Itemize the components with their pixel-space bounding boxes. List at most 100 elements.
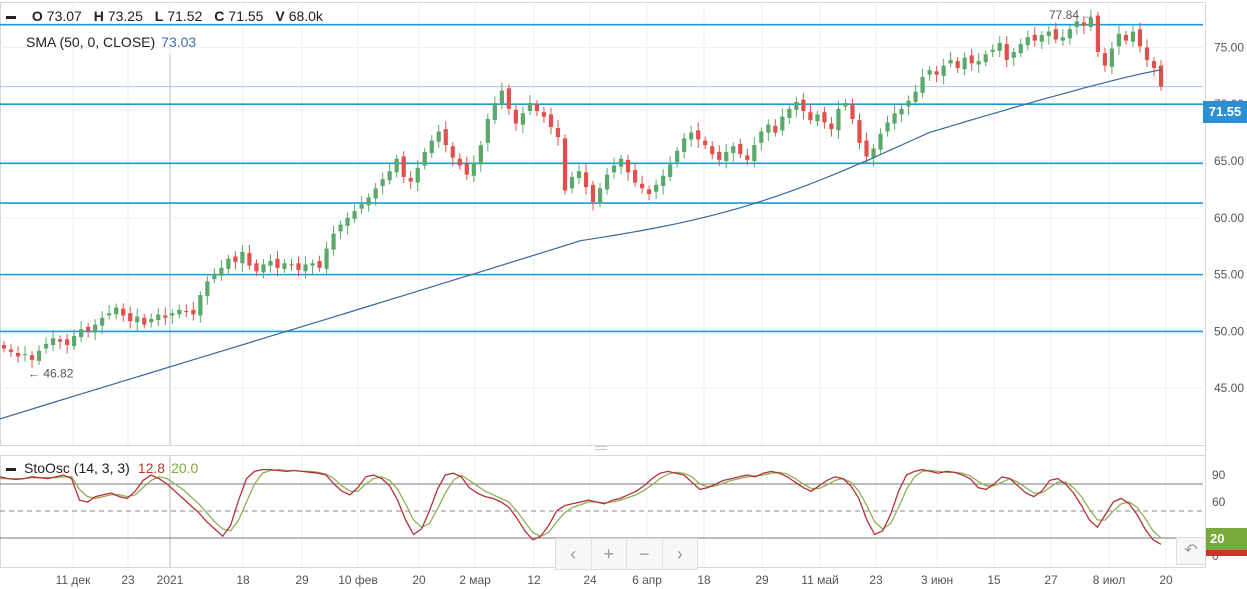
candle-body bbox=[506, 88, 511, 109]
candle-body bbox=[394, 158, 399, 173]
stoch-k-value: 12.8 bbox=[137, 460, 166, 476]
candle-body bbox=[745, 155, 750, 160]
zoom-in-button[interactable]: + bbox=[592, 539, 627, 569]
candle-body bbox=[415, 167, 420, 183]
candle-body bbox=[1053, 29, 1058, 40]
price-tick-label: 45.00 bbox=[1214, 381, 1244, 395]
candle-body bbox=[212, 274, 217, 280]
candle-body bbox=[86, 326, 91, 332]
candle-body bbox=[703, 140, 708, 146]
stoch-tick-label: 60 bbox=[1212, 495, 1226, 509]
sma-legend[interactable]: SMA (50, 0, CLOSE) 73.03 bbox=[26, 34, 196, 50]
candle-body bbox=[864, 140, 869, 157]
candle-body bbox=[576, 171, 582, 179]
candle-body bbox=[128, 313, 133, 322]
price-tick-label: 75.00 bbox=[1214, 40, 1244, 54]
x-tick-label: 18 bbox=[236, 573, 250, 587]
horizontal-levels bbox=[0, 23, 1203, 333]
candle-body bbox=[906, 100, 911, 107]
stoch-k-line bbox=[0, 468, 1162, 545]
price-tick-label: 65.00 bbox=[1214, 154, 1244, 168]
reset-icon[interactable]: ↶ bbox=[1176, 537, 1206, 565]
close-value: 71.55 bbox=[228, 8, 264, 24]
candle-body bbox=[1088, 17, 1093, 27]
candle-body bbox=[499, 90, 504, 105]
candle-body bbox=[233, 256, 238, 263]
price-tick-label: 50.00 bbox=[1214, 324, 1244, 338]
pane-splitter-handle[interactable] bbox=[595, 446, 607, 453]
candle-body bbox=[682, 138, 687, 152]
low-value: 71.52 bbox=[167, 8, 203, 24]
candle-body bbox=[198, 295, 203, 316]
candle-body bbox=[485, 118, 490, 143]
x-tick-label: 11 дек bbox=[56, 573, 91, 587]
candle-body bbox=[654, 184, 659, 192]
candle-body bbox=[296, 263, 301, 271]
x-tick-label: 10 фев bbox=[338, 573, 378, 587]
candle-body bbox=[492, 103, 497, 121]
candle-body bbox=[717, 151, 722, 160]
scroll-right-button[interactable]: › bbox=[676, 543, 683, 564]
candle-body bbox=[836, 108, 841, 131]
candle-body bbox=[983, 54, 988, 63]
stoch-legend[interactable]: StoOsc (14, 3, 3) 12.8 20.0 bbox=[6, 460, 198, 476]
stoch-tick-label: 90 bbox=[1212, 468, 1226, 482]
candle-body bbox=[625, 159, 631, 173]
candle-body bbox=[913, 91, 918, 102]
sma-line bbox=[0, 69, 1162, 420]
open-label: O bbox=[31, 8, 43, 24]
candle-body bbox=[962, 57, 967, 70]
candle-body bbox=[387, 171, 392, 181]
candle-body bbox=[527, 103, 533, 112]
x-tick-label: 3 июн bbox=[921, 573, 953, 587]
candle-body bbox=[969, 55, 974, 64]
volume-label: V bbox=[275, 8, 285, 24]
legend-dash-icon[interactable] bbox=[6, 15, 16, 19]
candle-body bbox=[513, 109, 518, 124]
candle-body bbox=[590, 184, 596, 202]
candle-body bbox=[829, 123, 834, 130]
candle-body bbox=[50, 338, 56, 346]
candle-body bbox=[450, 146, 455, 158]
candle-body bbox=[1116, 33, 1122, 47]
stoch-label: StoOsc (14, 3, 3) bbox=[24, 460, 130, 476]
last-price-badge: 71.55 bbox=[1203, 101, 1247, 123]
x-tick-label: 2021 bbox=[157, 573, 184, 587]
candle-body bbox=[822, 112, 827, 123]
candle-body bbox=[57, 339, 63, 342]
candle-body bbox=[1004, 44, 1009, 60]
candle-body bbox=[464, 163, 469, 175]
stoch-dash-icon[interactable] bbox=[6, 467, 16, 471]
axes: 11 дек 23 2021 18 29 10 фев 20 2 мар 12 24 6 апр 18… bbox=[56, 40, 1245, 587]
sma-value: 73.03 bbox=[161, 34, 197, 50]
candle-body bbox=[562, 138, 568, 191]
candle-body bbox=[142, 317, 147, 325]
stoch-d-line bbox=[0, 468, 1162, 539]
candle-body bbox=[93, 324, 98, 333]
candle-body bbox=[520, 113, 526, 125]
zoom-out-button[interactable]: − bbox=[627, 539, 663, 569]
open-value: 73.07 bbox=[46, 8, 82, 24]
candle-body bbox=[457, 158, 462, 166]
candle-body bbox=[29, 355, 35, 360]
candle-body bbox=[184, 310, 189, 313]
sma-curve bbox=[0, 69, 1162, 420]
stochastic-oscillator bbox=[0, 468, 1203, 545]
low-label: L bbox=[154, 8, 164, 24]
candle-body bbox=[759, 131, 764, 143]
candle-body bbox=[787, 108, 792, 118]
candle-body bbox=[408, 178, 413, 182]
candle-body bbox=[1039, 34, 1044, 42]
candle-body bbox=[338, 224, 343, 232]
scroll-left-button[interactable]: ‹ bbox=[556, 539, 592, 569]
candle-body bbox=[885, 122, 890, 132]
candle-body bbox=[443, 129, 448, 146]
candle-body bbox=[997, 42, 1002, 51]
stoch-d-value: 20.0 bbox=[171, 460, 199, 476]
candle-body bbox=[1011, 51, 1016, 58]
candle-body bbox=[815, 114, 820, 122]
candle-body bbox=[710, 146, 715, 155]
candle-body bbox=[941, 65, 946, 76]
candle-body bbox=[976, 61, 981, 65]
